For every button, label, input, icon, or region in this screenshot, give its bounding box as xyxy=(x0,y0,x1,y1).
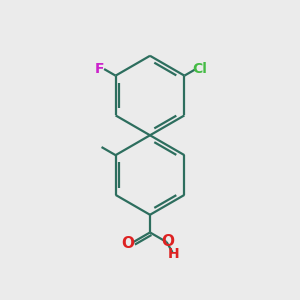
Text: F: F xyxy=(94,62,104,76)
Text: H: H xyxy=(168,247,180,261)
Text: Cl: Cl xyxy=(193,62,208,76)
Text: O: O xyxy=(122,236,135,251)
Text: O: O xyxy=(161,234,175,249)
